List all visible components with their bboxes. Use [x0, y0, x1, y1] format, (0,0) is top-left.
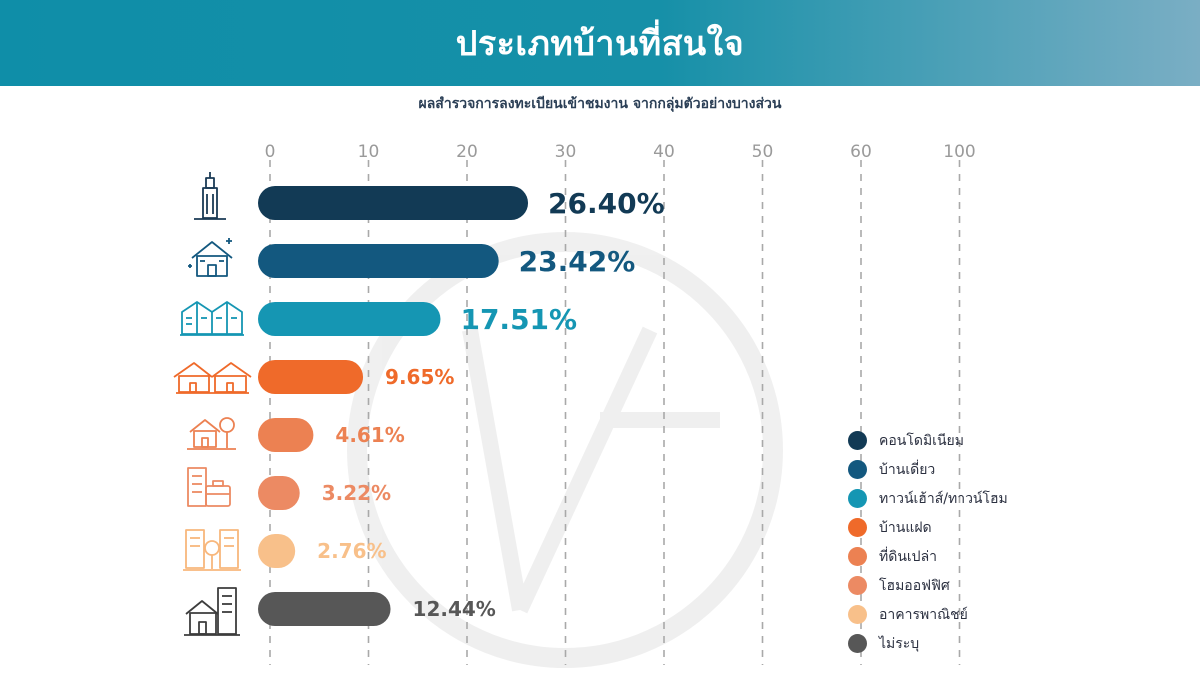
bar-1 — [258, 186, 529, 220]
legend: คอนโดมิเนียมบ้านเดี่ยวทาวน์เฮ้าส์/ทาวน์โ… — [848, 426, 1048, 658]
icons — [173, 172, 252, 636]
data-label: 2.76% — [317, 539, 386, 563]
legend-swatch — [848, 605, 867, 624]
legend-item: โฮมออฟฟิศ — [848, 571, 1048, 600]
legend-swatch — [848, 576, 867, 595]
page-title: ประเภทบ้านที่สนใจ — [455, 24, 745, 64]
legend-swatch — [848, 634, 867, 653]
header-banner: ประเภทบ้านที่สนใจ — [0, 0, 1200, 86]
x-tick-label: 100 — [943, 142, 975, 162]
legend-item: ไม่ระบุ — [848, 629, 1048, 658]
data-labels: 26.40% 23.42% 17.51% 9.65% 4.61% 3.22% 2.76% 12… — [317, 187, 664, 621]
bars — [258, 186, 529, 626]
data-label: 12.44% — [413, 597, 496, 621]
legend-label: ไม่ระบุ — [879, 635, 920, 652]
commercial-building-icon — [183, 529, 241, 571]
chart-subtitle: ผลสำรวจการลงทะเบียนเข้าชมงาน จากกลุ่มตัว… — [418, 96, 782, 112]
legend-swatch — [848, 547, 867, 566]
x-tick-label: 20 — [456, 142, 478, 162]
bar-8 — [258, 592, 391, 626]
bar-2 — [258, 244, 499, 278]
data-label: 4.61% — [335, 423, 404, 447]
legend-label: บ้านแฝด — [879, 519, 932, 536]
legend-item: คอนโดมิเนียม — [848, 426, 1048, 455]
legend-swatch — [848, 431, 867, 450]
data-label: 23.42% — [519, 245, 636, 278]
legend-item: ทาวน์เฮ้าส์/ทาวน์โฮม — [848, 484, 1048, 513]
x-tick-label: 30 — [555, 142, 577, 162]
x-tick-label: 60 — [850, 142, 872, 162]
legend-label: โฮมออฟฟิศ — [879, 577, 950, 594]
legend-swatch — [848, 518, 867, 537]
data-label: 17.51% — [460, 303, 577, 336]
bar-5 — [258, 418, 314, 452]
home-office-icon — [187, 467, 231, 507]
bar-3 — [258, 302, 441, 336]
legend-swatch — [848, 489, 867, 508]
x-tick-label: 0 — [265, 142, 276, 162]
unspecified-building-icon — [184, 587, 240, 636]
x-tick-label: 40 — [653, 142, 675, 162]
legend-item: ที่ดินเปล่า — [848, 542, 1048, 571]
legend-label: ที่ดินเปล่า — [879, 548, 938, 565]
data-label: 26.40% — [548, 187, 665, 220]
legend-label: บ้านเดี่ยว — [879, 461, 936, 478]
legend-item: บ้านแฝด — [848, 513, 1048, 542]
bar-6 — [258, 476, 300, 510]
x-tick-label: 10 — [358, 142, 380, 162]
watermark-logo — [347, 232, 783, 668]
x-tick-label: 50 — [752, 142, 774, 162]
legend-label: อาคารพาณิชย์ — [879, 606, 968, 623]
twin-house-icon — [173, 362, 252, 394]
x-axis-ticks: 0 10 20 30 40 50 60 100 — [265, 142, 976, 162]
bar-7 — [258, 534, 296, 568]
legend-label: ทาวน์เฮ้าส์/ทาวน์โฮม — [879, 490, 1008, 507]
legend-swatch — [848, 460, 867, 479]
bar-4 — [258, 360, 364, 394]
legend-item: อาคารพาณิชย์ — [848, 600, 1048, 629]
vacant-land-icon — [187, 417, 236, 450]
townhouse-icon — [180, 301, 244, 336]
legend-label: คอนโดมิเนียม — [879, 432, 964, 449]
data-label: 3.22% — [322, 481, 391, 505]
legend-item: บ้านเดี่ยว — [848, 455, 1048, 484]
detached-house-icon — [188, 238, 233, 277]
condo-tower-icon — [194, 172, 226, 220]
data-label: 9.65% — [385, 365, 454, 389]
